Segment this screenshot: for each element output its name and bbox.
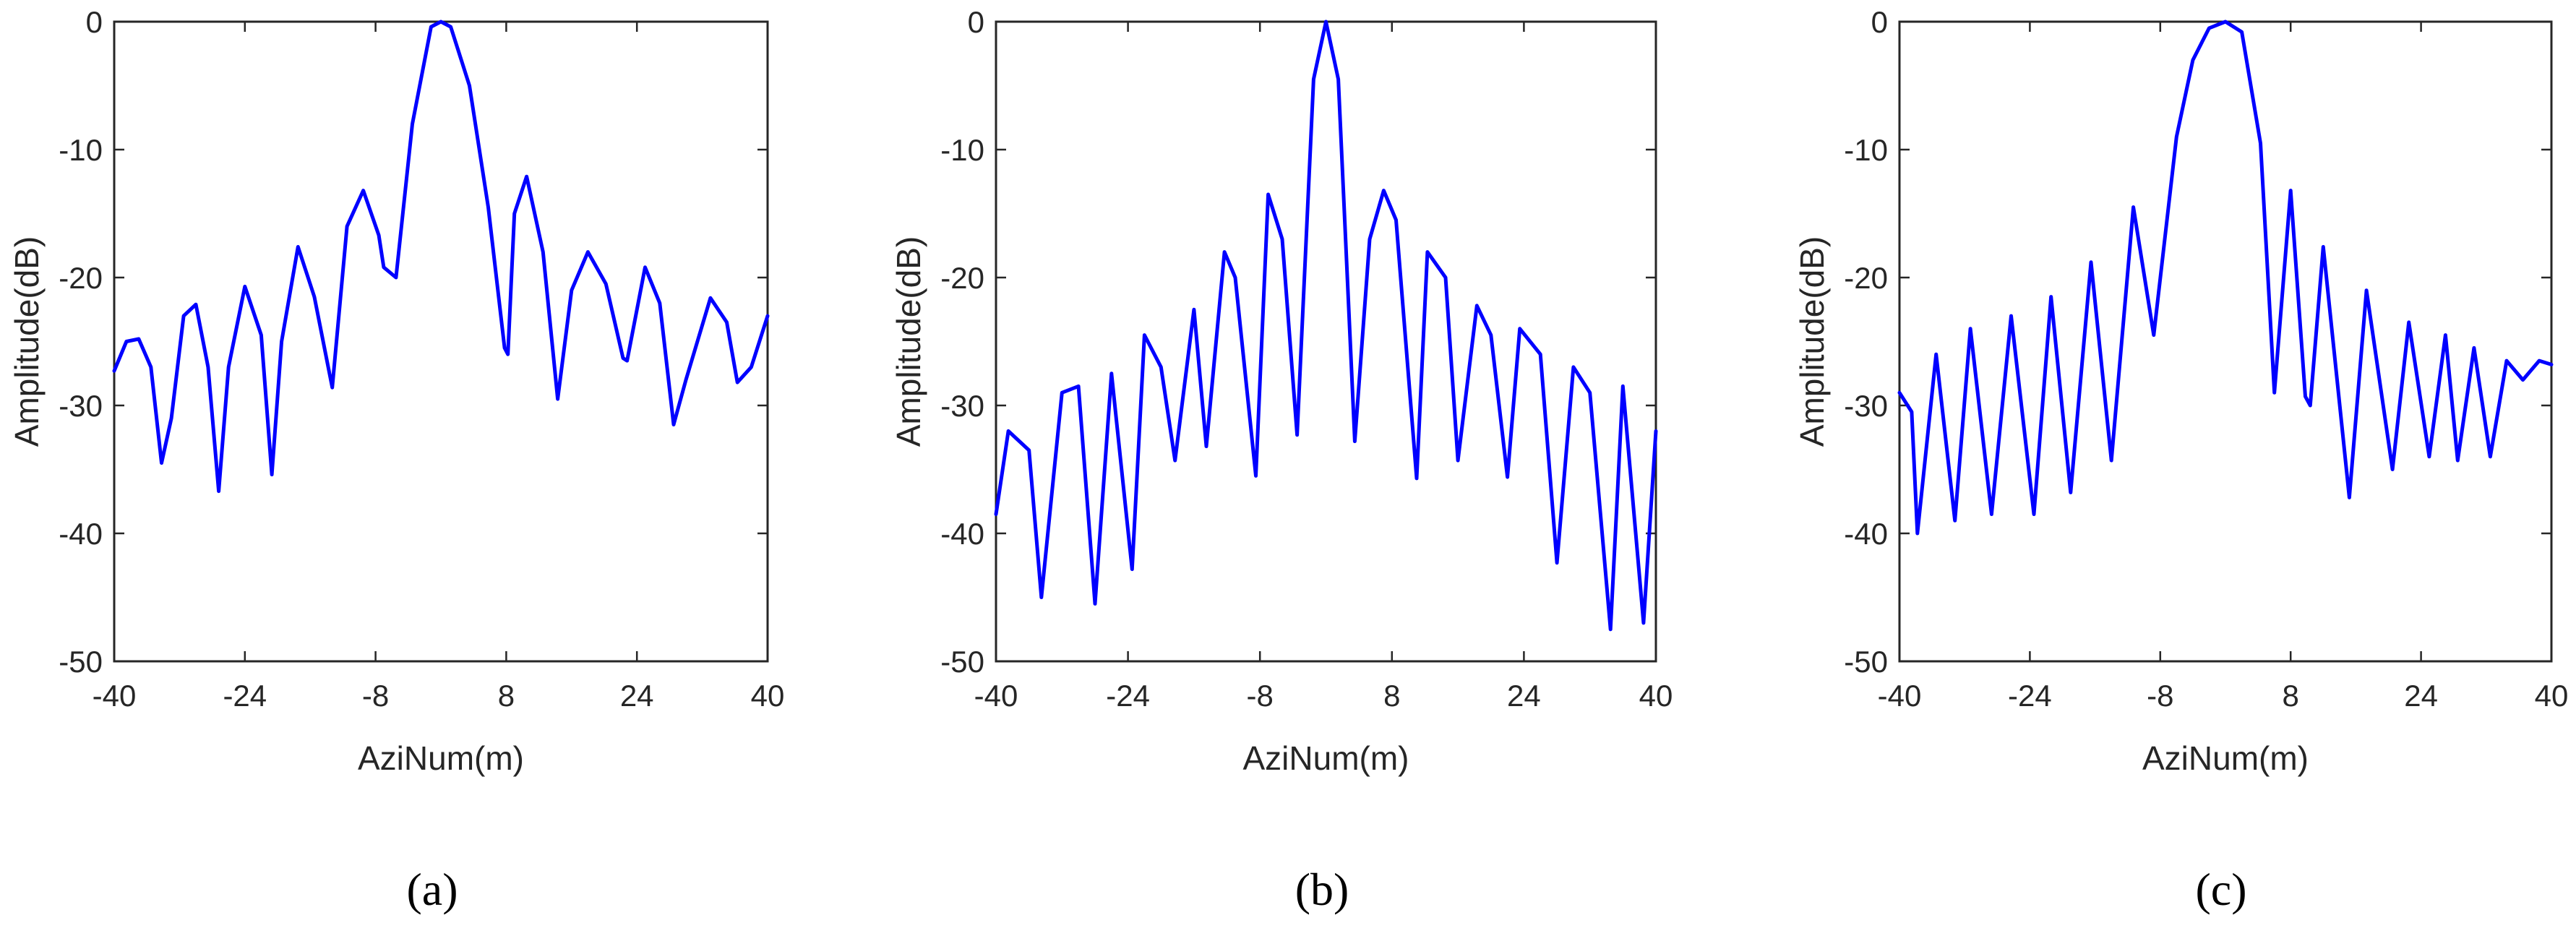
x-axis-label: AziNum(m) xyxy=(358,739,524,777)
x-tick-label: 8 xyxy=(2283,679,2299,713)
y-axis-label: Amplitude(dB) xyxy=(890,236,927,447)
panel-caption: (a) xyxy=(406,864,458,915)
x-tick-label: 24 xyxy=(2404,679,2438,713)
x-tick-label: -24 xyxy=(1106,679,1150,713)
y-tick-label: -10 xyxy=(1844,133,1888,167)
y-tick-label: -20 xyxy=(1844,261,1888,295)
y-tick-label: -30 xyxy=(940,389,984,423)
y-tick-label: -40 xyxy=(940,517,984,551)
x-tick-label: -40 xyxy=(93,679,137,713)
y-tick-label: -10 xyxy=(940,133,984,167)
y-tick-label: -30 xyxy=(59,389,103,423)
y-tick-label: 0 xyxy=(86,5,103,39)
x-tick-label: 24 xyxy=(620,679,654,713)
x-axis-label: AziNum(m) xyxy=(1243,739,1409,777)
y-tick-label: -10 xyxy=(59,133,103,167)
x-tick-label: -8 xyxy=(2147,679,2173,713)
x-tick-label: -40 xyxy=(974,679,1018,713)
series-line-b xyxy=(994,20,1658,632)
plot-frame xyxy=(1898,20,2553,663)
y-axis-label: Amplitude(dB) xyxy=(1793,236,1831,447)
x-tick-label: -8 xyxy=(1247,679,1274,713)
y-tick-label: 0 xyxy=(1871,5,1888,39)
y-tick-label: -50 xyxy=(59,645,103,679)
x-tick-label: 40 xyxy=(1639,679,1673,713)
y-axis-label: Amplitude(dB) xyxy=(8,236,46,447)
chart-panel-a: 0-10-20-30-40-50-40 -24 -8 8 24 40AziNum(m)Am… xyxy=(8,5,784,915)
series-line-c xyxy=(1897,20,2554,536)
y-tick-label: -30 xyxy=(1844,389,1888,423)
y-tick-label: -50 xyxy=(940,645,984,679)
y-tick-label: -40 xyxy=(59,517,103,551)
y-tick-label: -20 xyxy=(940,261,984,295)
x-tick-label: -8 xyxy=(362,679,389,713)
panel-caption: (c) xyxy=(2195,864,2246,915)
plot-frame xyxy=(113,20,769,663)
y-tick-label: -20 xyxy=(59,261,103,295)
chart-panel-c: 0-10-20-30-40-50-40 -24 -8 8 24 40AziNum(m)Am… xyxy=(1793,5,2568,915)
x-tick-label: 8 xyxy=(498,679,515,713)
x-tick-label: 40 xyxy=(2535,679,2569,713)
x-tick-label: -24 xyxy=(2008,679,2052,713)
panel-caption: (b) xyxy=(1295,864,1349,915)
chart-panel-b: 0-10-20-30-40-50-40 -24 -8 8 24 40AziNum(m)Am… xyxy=(890,5,1673,915)
x-tick-label: -40 xyxy=(1878,679,1922,713)
x-tick-label: 24 xyxy=(1507,679,1541,713)
plot-frame xyxy=(995,20,1657,663)
y-tick-label: -40 xyxy=(1844,517,1888,551)
x-axis-label: AziNum(m) xyxy=(2142,739,2309,777)
x-tick-label: -24 xyxy=(223,679,267,713)
x-tick-label: 40 xyxy=(751,679,785,713)
y-tick-label: -50 xyxy=(1844,645,1888,679)
x-tick-label: 8 xyxy=(1383,679,1400,713)
y-tick-label: 0 xyxy=(968,5,984,39)
series-line-a xyxy=(112,20,770,494)
